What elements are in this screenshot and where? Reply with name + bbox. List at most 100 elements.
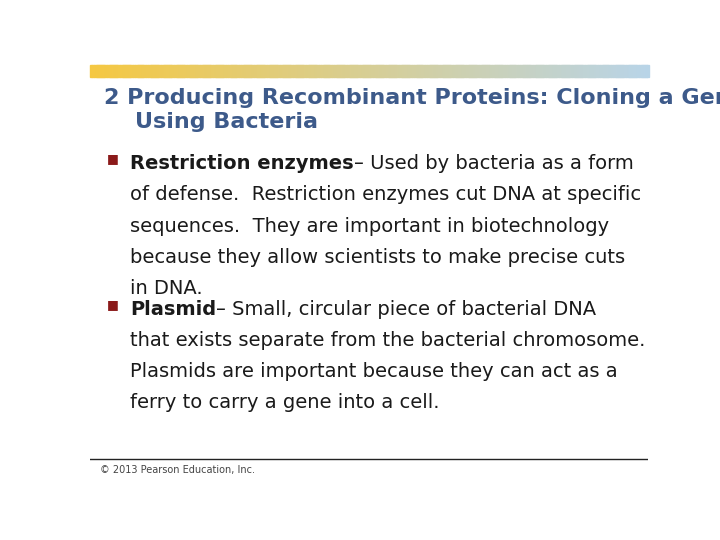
Bar xyxy=(226,65,228,77)
Bar xyxy=(92,65,94,77)
Bar xyxy=(490,65,492,77)
Bar xyxy=(384,65,387,77)
Bar xyxy=(252,65,254,77)
Bar xyxy=(488,65,490,77)
Bar xyxy=(272,65,275,77)
Bar xyxy=(181,65,184,77)
Bar xyxy=(101,65,104,77)
Bar xyxy=(481,65,483,77)
Bar xyxy=(145,65,148,77)
Bar xyxy=(243,65,245,77)
Bar xyxy=(431,65,433,77)
Bar xyxy=(338,65,340,77)
Bar xyxy=(549,65,552,77)
Bar xyxy=(105,65,107,77)
Bar xyxy=(142,65,145,77)
Bar xyxy=(263,65,266,77)
Bar xyxy=(196,65,199,77)
Bar xyxy=(185,65,187,77)
Bar xyxy=(505,65,507,77)
Bar xyxy=(289,65,292,77)
Bar xyxy=(412,65,414,77)
Text: – Small, circular piece of bacterial DNA: – Small, circular piece of bacterial DNA xyxy=(216,300,596,319)
Bar xyxy=(317,65,320,77)
Text: ■: ■ xyxy=(107,152,119,165)
Bar xyxy=(427,65,429,77)
Bar xyxy=(520,65,522,77)
Bar xyxy=(570,65,572,77)
Bar xyxy=(94,65,96,77)
Bar xyxy=(453,65,455,77)
Bar xyxy=(492,65,494,77)
Bar xyxy=(467,65,470,77)
Bar xyxy=(616,65,618,77)
Bar xyxy=(601,65,604,77)
Bar xyxy=(294,65,297,77)
Bar xyxy=(276,65,279,77)
Bar xyxy=(521,65,524,77)
Bar xyxy=(588,65,591,77)
Bar xyxy=(600,65,602,77)
Bar xyxy=(320,65,323,77)
Bar xyxy=(539,65,541,77)
Bar xyxy=(207,65,210,77)
Bar xyxy=(137,65,139,77)
Bar xyxy=(209,65,212,77)
Bar xyxy=(265,65,267,77)
Bar xyxy=(199,65,202,77)
Bar xyxy=(151,65,154,77)
Bar xyxy=(256,65,258,77)
Bar xyxy=(153,65,156,77)
Bar xyxy=(269,65,271,77)
Bar xyxy=(460,65,462,77)
Bar xyxy=(583,65,585,77)
Bar xyxy=(434,65,436,77)
Bar xyxy=(310,65,312,77)
Text: in DNA.: in DNA. xyxy=(130,279,203,298)
Bar xyxy=(174,65,176,77)
Bar xyxy=(230,65,232,77)
Bar xyxy=(557,65,559,77)
Bar xyxy=(501,65,503,77)
Bar xyxy=(579,65,582,77)
Bar xyxy=(348,65,351,77)
Bar xyxy=(415,65,418,77)
Bar xyxy=(607,65,610,77)
Bar xyxy=(618,65,621,77)
Bar xyxy=(635,65,637,77)
Bar xyxy=(204,65,206,77)
Text: Plasmids are important because they can act as a: Plasmids are important because they can … xyxy=(130,362,618,381)
Bar xyxy=(512,65,515,77)
Bar xyxy=(326,65,328,77)
Text: Restriction enzymes: Restriction enzymes xyxy=(130,154,354,173)
Bar xyxy=(274,65,276,77)
Bar xyxy=(306,65,308,77)
Bar xyxy=(332,65,334,77)
Bar xyxy=(629,65,632,77)
Bar xyxy=(454,65,457,77)
Bar xyxy=(451,65,454,77)
Bar xyxy=(218,65,221,77)
Bar xyxy=(387,65,390,77)
Bar xyxy=(307,65,310,77)
Bar xyxy=(397,65,400,77)
Bar xyxy=(606,65,608,77)
Bar xyxy=(131,65,133,77)
Bar xyxy=(284,65,286,77)
Bar xyxy=(118,65,120,77)
Bar xyxy=(177,65,180,77)
Bar xyxy=(421,65,423,77)
Bar xyxy=(438,65,440,77)
Bar xyxy=(472,65,474,77)
Bar xyxy=(120,65,122,77)
Bar xyxy=(358,65,360,77)
Bar xyxy=(333,65,336,77)
Bar xyxy=(302,65,305,77)
Bar xyxy=(392,65,394,77)
Bar xyxy=(343,65,346,77)
Bar xyxy=(315,65,318,77)
Bar xyxy=(574,65,576,77)
Bar xyxy=(553,65,556,77)
Bar xyxy=(441,65,444,77)
Bar xyxy=(220,65,222,77)
